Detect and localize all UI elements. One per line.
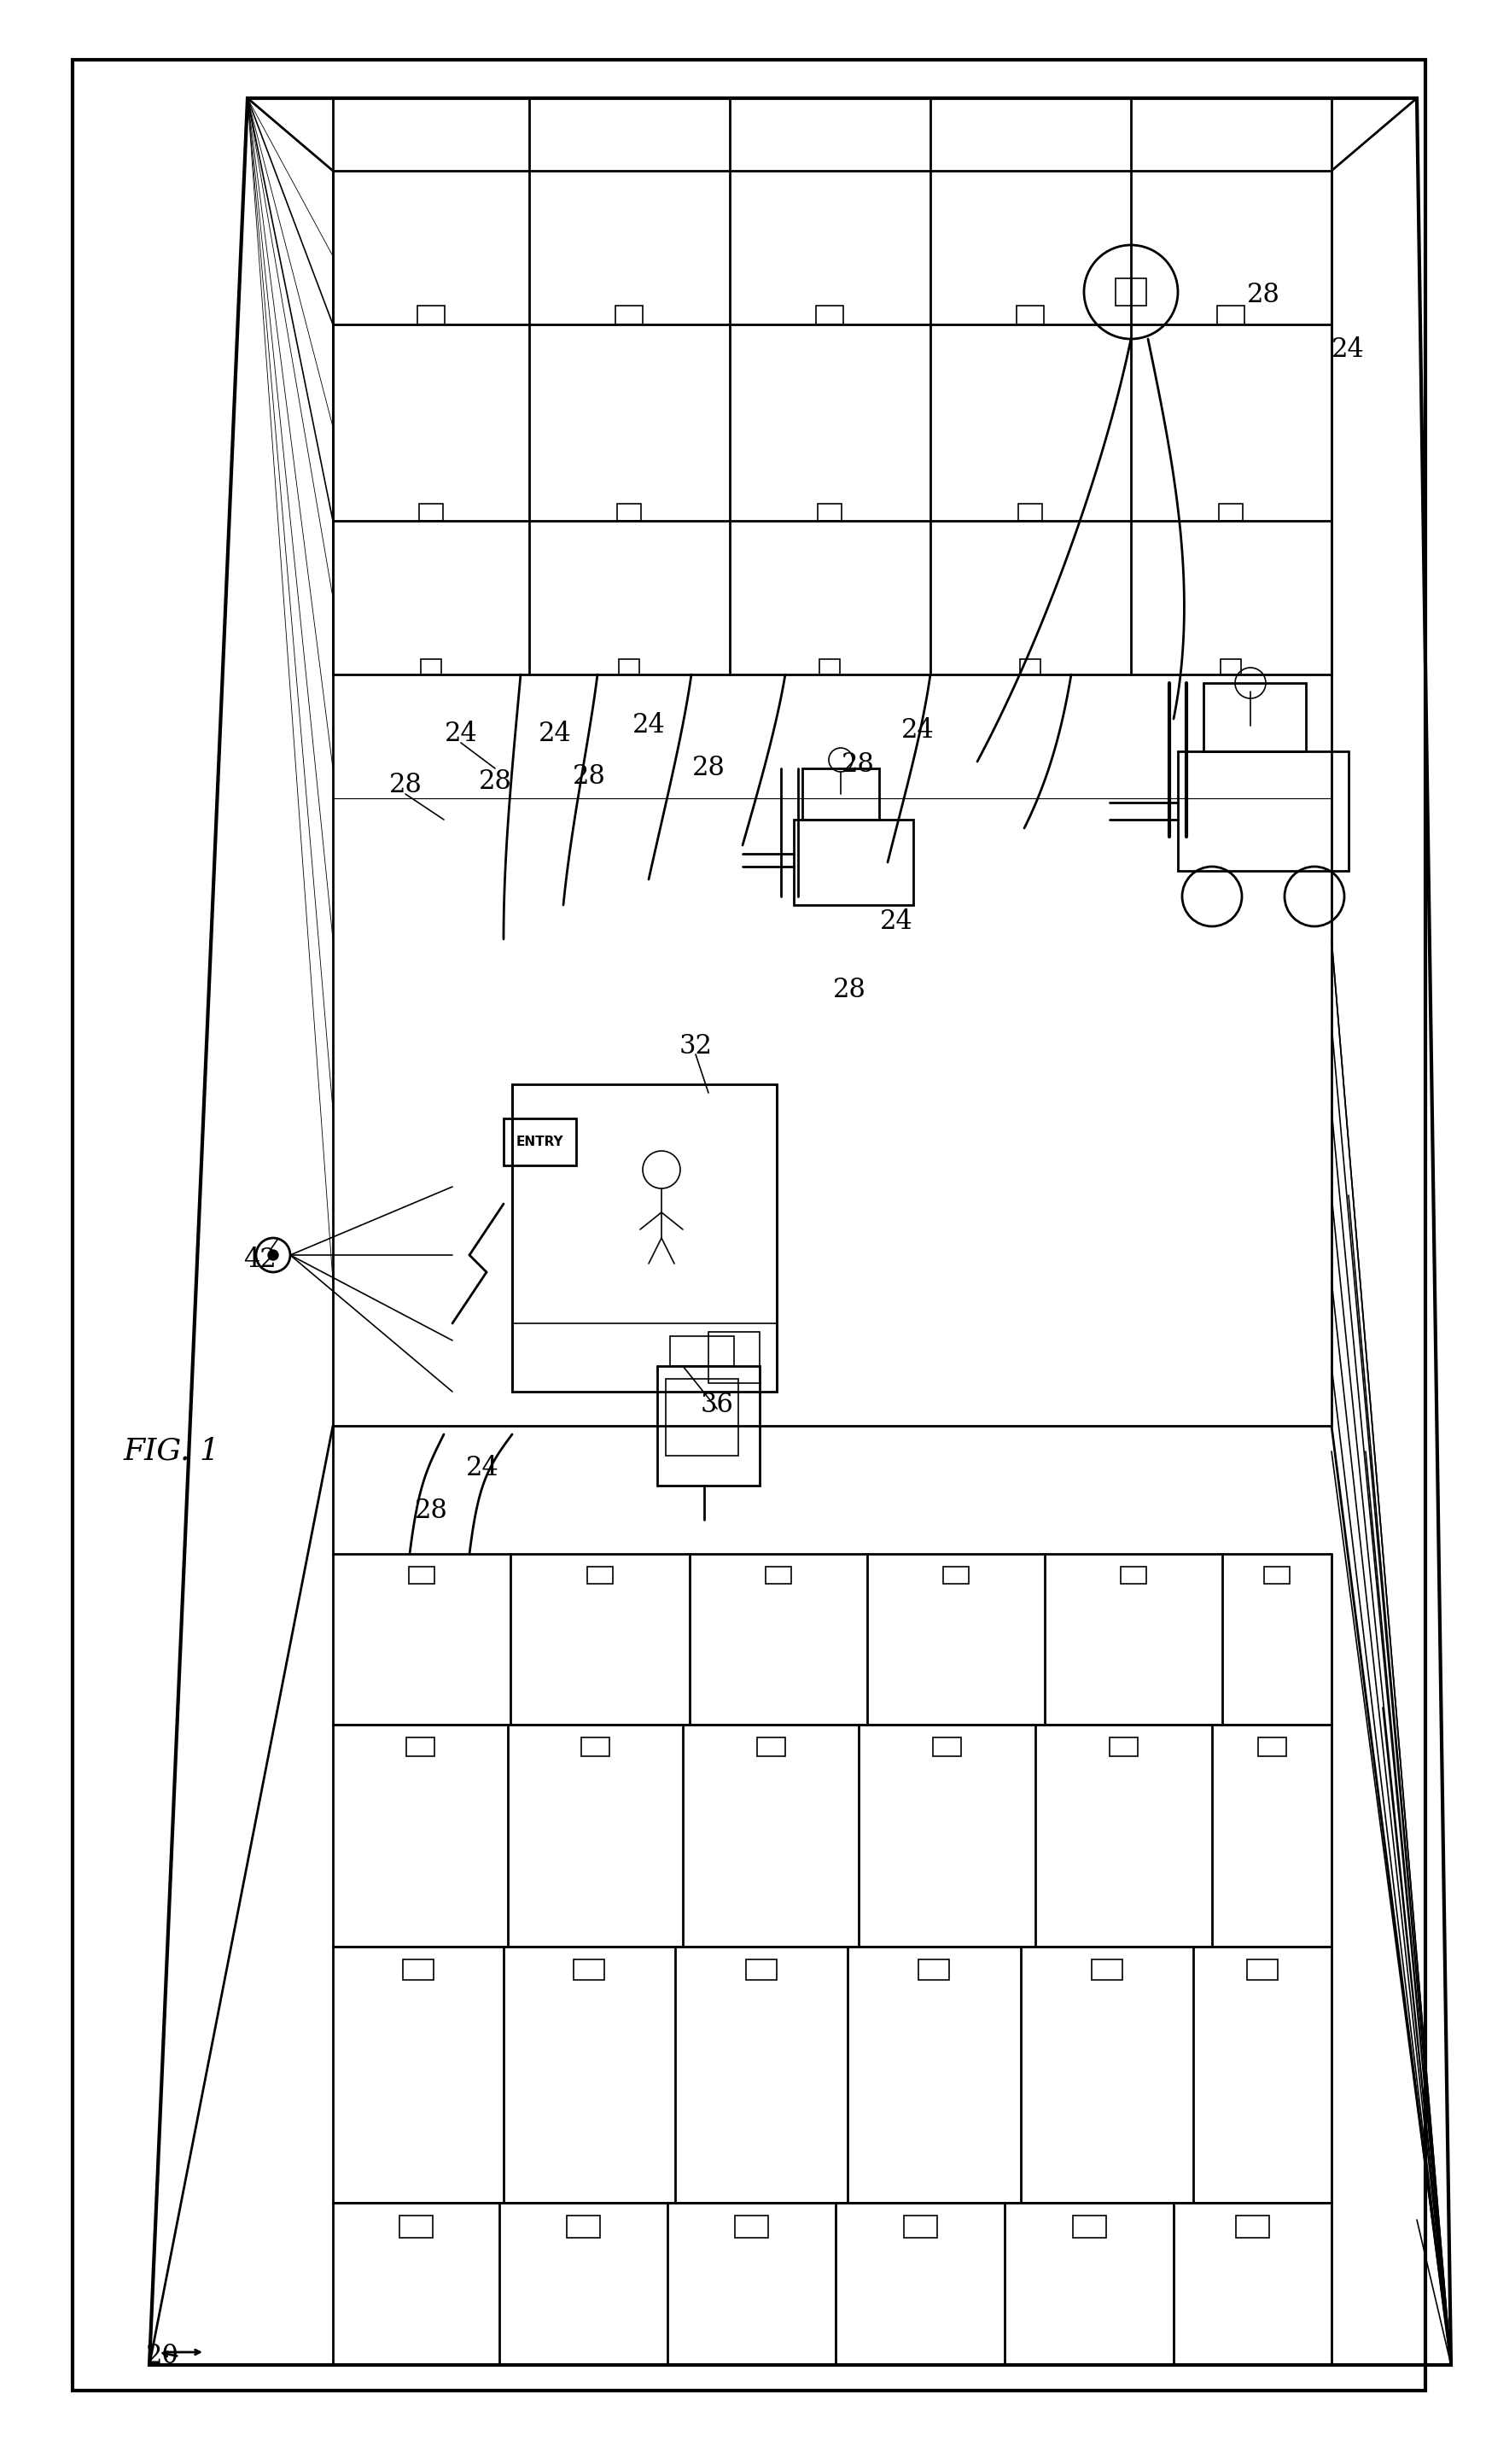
Text: 42: 42 [244, 1247, 276, 1271]
Bar [403, 1959, 434, 1981]
Bar [794, 821, 914, 904]
Bar [670, 1335, 734, 1365]
Bar [1073, 2215, 1106, 2237]
Text: 20: 20 [146, 2343, 178, 2370]
Text: 24: 24 [632, 712, 666, 739]
Bar [1219, 503, 1242, 520]
Bar [581, 1737, 609, 1757]
Bar [566, 2215, 600, 2237]
Bar [944, 1567, 969, 1584]
Bar [746, 1959, 777, 1981]
Bar [1220, 658, 1241, 675]
Bar [933, 1737, 961, 1757]
Bar [409, 1567, 434, 1584]
Text: 24: 24 [901, 717, 935, 744]
Bar [816, 306, 843, 325]
Bar [1247, 1959, 1278, 1981]
Text: ENTRY: ENTRY [516, 1136, 563, 1148]
Text: 28: 28 [478, 769, 511, 793]
Bar [657, 1365, 759, 1486]
Bar [400, 2215, 432, 2237]
Bar [1019, 658, 1040, 675]
Bar [1092, 1959, 1122, 1981]
Bar [615, 306, 643, 325]
Text: 28: 28 [572, 764, 605, 791]
Text: 24: 24 [880, 909, 912, 936]
Text: 28: 28 [1247, 281, 1279, 308]
Bar [1178, 752, 1349, 870]
Bar [1120, 1567, 1146, 1584]
Bar [1236, 2215, 1269, 2237]
Bar [406, 1737, 434, 1757]
Text: 28: 28 [834, 978, 866, 1003]
Bar [756, 1737, 785, 1757]
Bar [1259, 1737, 1287, 1757]
Text: 24: 24 [538, 722, 571, 747]
Bar [513, 1084, 777, 1392]
Bar [1016, 306, 1043, 325]
Text: 28: 28 [389, 771, 422, 798]
Bar [618, 658, 639, 675]
Bar [504, 1119, 577, 1165]
Text: 32: 32 [679, 1032, 712, 1060]
Bar [1116, 278, 1146, 306]
Text: 36: 36 [700, 1392, 734, 1417]
Bar [765, 1567, 791, 1584]
Bar [817, 503, 841, 520]
Bar [587, 1567, 612, 1584]
Text: 24: 24 [444, 722, 477, 747]
Bar [419, 503, 443, 520]
Bar [709, 1333, 759, 1382]
Bar [736, 2215, 768, 2237]
Text: 24: 24 [465, 1456, 499, 1481]
Bar [617, 503, 640, 520]
Circle shape [267, 1249, 278, 1259]
Text: FIG. 1: FIG. 1 [123, 1437, 220, 1466]
Bar [666, 1380, 739, 1456]
Bar [1217, 306, 1244, 325]
Bar [802, 769, 880, 821]
Bar [1018, 503, 1042, 520]
Bar [1110, 1737, 1138, 1757]
Bar [418, 306, 444, 325]
Text: 24: 24 [1331, 338, 1364, 362]
Text: 28: 28 [415, 1498, 447, 1525]
Bar [574, 1959, 605, 1981]
Bar [819, 658, 840, 675]
Text: 28: 28 [692, 754, 725, 781]
Bar [1204, 683, 1306, 752]
Bar [1265, 1567, 1290, 1584]
Bar [918, 1959, 950, 1981]
Text: 28: 28 [841, 752, 874, 776]
Bar [903, 2215, 938, 2237]
Bar [421, 658, 441, 675]
